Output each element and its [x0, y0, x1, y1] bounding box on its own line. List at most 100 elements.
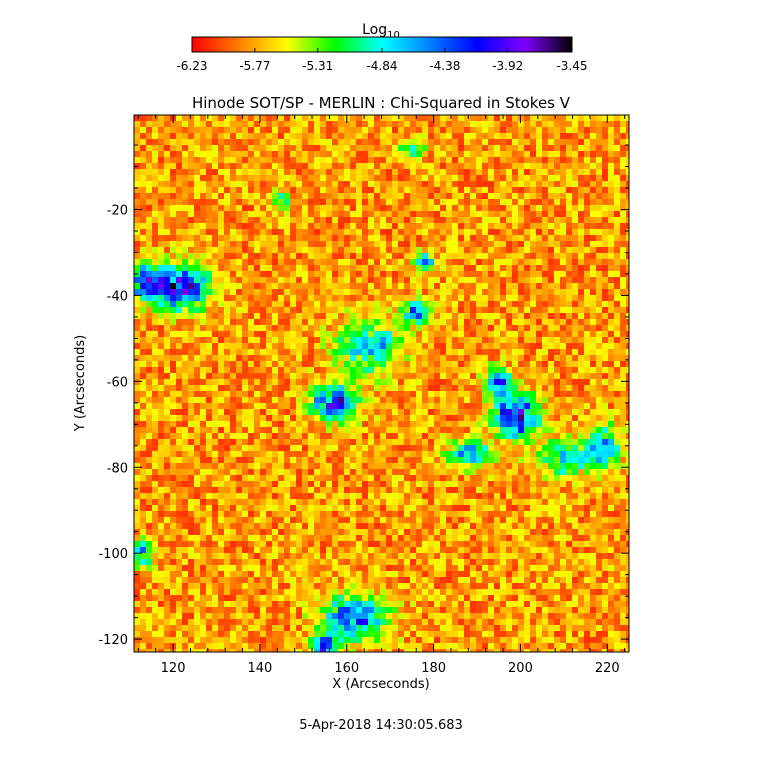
heatmap-cell — [434, 139, 440, 145]
heatmap-cell — [398, 247, 404, 253]
heatmap-cell — [440, 217, 446, 223]
heatmap-cell — [548, 379, 554, 385]
heatmap-cell — [206, 247, 212, 253]
heatmap-cell — [326, 379, 332, 385]
heatmap-cell — [152, 397, 158, 403]
heatmap-cell — [272, 271, 278, 277]
heatmap-cell — [620, 469, 626, 475]
heatmap-cell — [242, 271, 248, 277]
heatmap-cell — [254, 451, 260, 457]
heatmap-cell — [296, 229, 302, 235]
heatmap-cell — [494, 427, 500, 433]
heatmap-cell — [230, 337, 236, 343]
heatmap-cell — [578, 151, 584, 157]
heatmap-cell — [548, 439, 554, 445]
heatmap-cell — [140, 463, 146, 469]
heatmap-cell — [428, 379, 434, 385]
heatmap-cell — [560, 331, 566, 337]
heatmap-cell — [458, 397, 464, 403]
heatmap-cell — [386, 139, 392, 145]
heatmap-cell — [494, 121, 500, 127]
heatmap-cell — [578, 277, 584, 283]
heatmap-cell — [566, 217, 572, 223]
heatmap-cell — [278, 349, 284, 355]
heatmap-cell — [428, 253, 434, 259]
heatmap-cell — [494, 229, 500, 235]
heatmap-cell — [284, 265, 290, 271]
heatmap-cell — [440, 343, 446, 349]
heatmap-cell — [182, 223, 188, 229]
heatmap-cell — [488, 199, 494, 205]
heatmap-cell — [230, 193, 236, 199]
heatmap-cell — [560, 361, 566, 367]
heatmap-cell — [200, 181, 206, 187]
heatmap-cell — [386, 223, 392, 229]
heatmap-cell — [158, 409, 164, 415]
heatmap-cell — [326, 169, 332, 175]
heatmap-cell — [308, 121, 314, 127]
heatmap-cell — [188, 397, 194, 403]
heatmap-cell — [278, 253, 284, 259]
heatmap-cell — [338, 277, 344, 283]
heatmap-cell — [476, 271, 482, 277]
heatmap-cell — [350, 289, 356, 295]
heatmap-cell — [218, 385, 224, 391]
heatmap-cell — [542, 187, 548, 193]
heatmap-cell — [518, 331, 524, 337]
heatmap-cell — [422, 391, 428, 397]
heatmap-cell — [362, 427, 368, 433]
heatmap-cell — [326, 373, 332, 379]
heatmap-cell — [608, 193, 614, 199]
heatmap-cell — [386, 127, 392, 133]
heatmap-cell — [248, 337, 254, 343]
heatmap-cell — [560, 463, 566, 469]
heatmap-cell — [560, 469, 566, 475]
heatmap-cell — [308, 241, 314, 247]
heatmap-cell — [188, 133, 194, 139]
heatmap-cell — [368, 145, 374, 151]
heatmap-cell — [344, 151, 350, 157]
heatmap-cell — [296, 313, 302, 319]
heatmap-cell — [200, 373, 206, 379]
heatmap-cell — [458, 235, 464, 241]
heatmap-cell — [398, 283, 404, 289]
heatmap-cell — [452, 391, 458, 397]
heatmap-cell — [548, 373, 554, 379]
heatmap-cell — [344, 349, 350, 355]
heatmap-cell — [344, 217, 350, 223]
heatmap-cell — [392, 259, 398, 265]
heatmap-cell — [296, 181, 302, 187]
heatmap-cell — [398, 193, 404, 199]
heatmap-cell — [446, 469, 452, 475]
heatmap-cell — [452, 307, 458, 313]
heatmap-cell — [230, 463, 236, 469]
heatmap-cell — [434, 181, 440, 187]
heatmap-cell — [362, 301, 368, 307]
heatmap-cell — [188, 187, 194, 193]
heatmap-cell — [332, 247, 338, 253]
heatmap-cell — [566, 199, 572, 205]
heatmap-cell — [356, 271, 362, 277]
heatmap-cell — [242, 391, 248, 397]
heatmap-cell — [458, 289, 464, 295]
heatmap-cell — [212, 301, 218, 307]
heatmap-cell — [152, 433, 158, 439]
heatmap-cell — [338, 331, 344, 337]
heatmap-cell — [266, 277, 272, 283]
heatmap-cell — [350, 277, 356, 283]
heatmap-cell — [314, 271, 320, 277]
heatmap-cell — [536, 295, 542, 301]
heatmap-cell — [488, 427, 494, 433]
heatmap-cell — [614, 217, 620, 223]
heatmap-cell — [188, 265, 194, 271]
heatmap-cell — [572, 457, 578, 463]
heatmap-cell — [164, 235, 170, 241]
heatmap-cell — [248, 463, 254, 469]
heatmap-cell — [560, 343, 566, 349]
heatmap-cell — [506, 247, 512, 253]
heatmap-cell — [320, 451, 326, 457]
heatmap-cell — [368, 409, 374, 415]
heatmap-cell — [356, 277, 362, 283]
heatmap-cell — [614, 295, 620, 301]
heatmap-cell — [290, 223, 296, 229]
